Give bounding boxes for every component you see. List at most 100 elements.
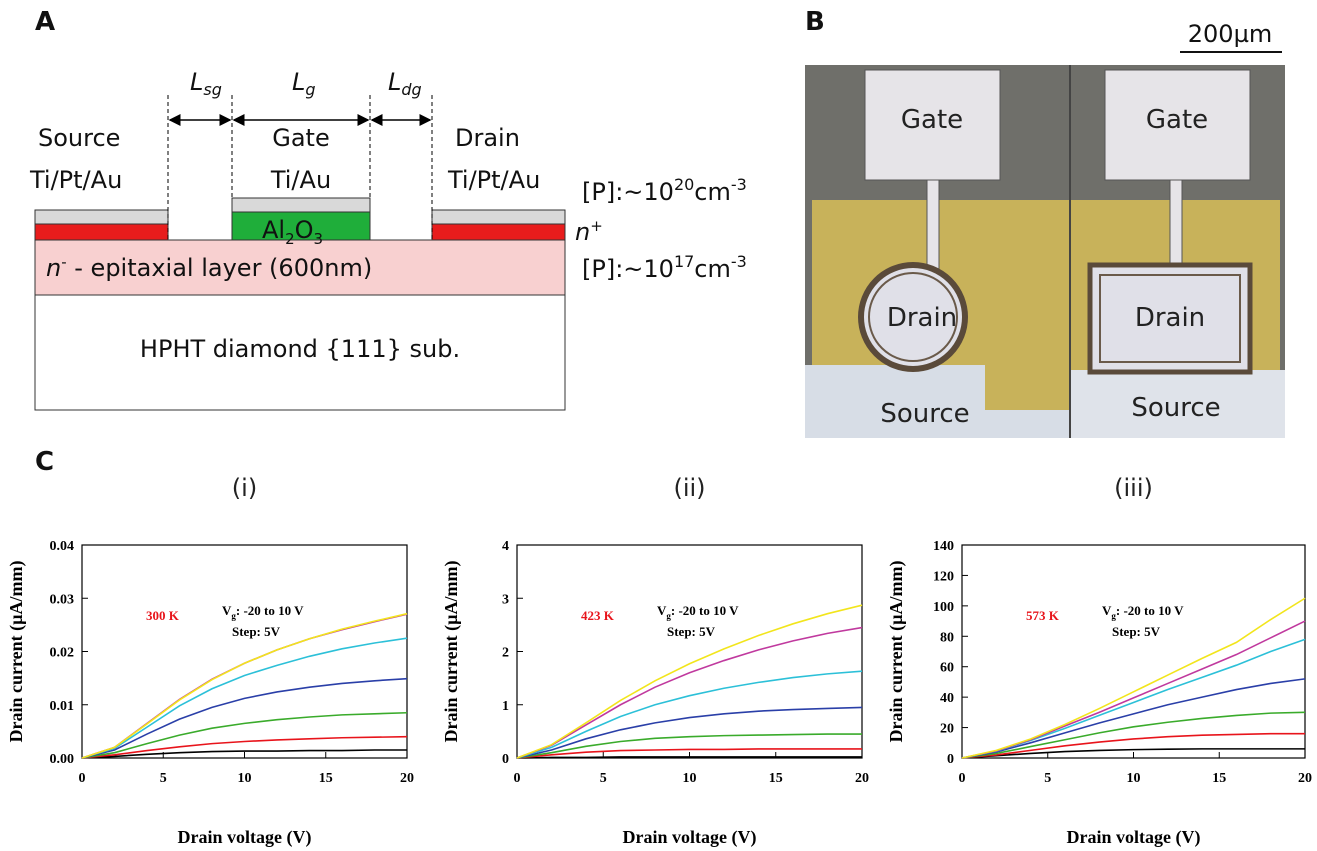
gate-range-part: V: [657, 603, 667, 618]
curve: [516, 748, 862, 759]
n-plus-label: n+: [575, 217, 603, 246]
x-tick-label: 5: [1044, 771, 1051, 786]
y-tick-label: 0: [502, 752, 509, 767]
y-tick-label: 80: [940, 630, 954, 645]
curve: [81, 677, 408, 759]
x-tick-label: 5: [600, 771, 607, 786]
curve: [81, 749, 407, 759]
length-label: Lg: [292, 68, 316, 99]
x-axis-label: Drain voltage (V): [1067, 827, 1201, 848]
x-tick-label: 5: [160, 771, 167, 786]
y-tick-label: 0.00: [50, 752, 75, 767]
y-tick-label: 140: [933, 539, 954, 554]
x-tick-label: 0: [959, 771, 966, 786]
y-tick-label: 60: [940, 661, 954, 676]
y-tick-label: 0.03: [50, 592, 75, 607]
y-tick-label: 0: [947, 752, 954, 767]
scale-bar-label: 200µm: [1188, 20, 1272, 48]
curve: [81, 637, 408, 759]
epi-layer: [34, 239, 566, 296]
y-tick-label: 3: [502, 592, 509, 607]
source-metal: Ti/Pt/Au: [29, 166, 122, 194]
step: Step: 5V: [667, 624, 716, 639]
x-tick-label: 10: [238, 771, 252, 786]
y-tick-label: 2: [502, 646, 509, 661]
chart-title: (ii): [673, 474, 705, 502]
y-tick-label: 40: [940, 691, 954, 706]
x-tick-label: 0: [514, 771, 521, 786]
curve: [516, 756, 862, 759]
y-tick-label: 0.02: [50, 646, 75, 661]
x-tick-label: 15: [1212, 771, 1226, 786]
plot-frame: [516, 544, 863, 759]
gate-metal: Ti/Au: [270, 166, 331, 194]
curve: [516, 733, 862, 759]
x-tick-label: 10: [1127, 771, 1141, 786]
y-tick-label: 20: [940, 722, 954, 737]
curve: [516, 604, 863, 759]
x-axis-label: Drain voltage (V): [178, 827, 312, 848]
n-plus: [34, 223, 169, 241]
y-tick-label: 0.04: [50, 539, 75, 554]
epi-label: n- - epitaxial layer (600nm): [46, 253, 372, 282]
curve: [81, 735, 408, 759]
curve: [516, 706, 863, 759]
dashes: [167, 95, 433, 240]
drain-label: Drain: [887, 303, 957, 333]
x-tick-label: 20: [855, 771, 869, 786]
source-label: Source: [38, 124, 120, 152]
gate-range: Vg: -20 to 10 V: [222, 603, 304, 621]
length-label: Lsg: [190, 68, 222, 99]
substrate: [34, 294, 566, 411]
y-axis-label: Drain current (µA/mm): [886, 560, 907, 742]
gate-range-part: : -20 to 10 V: [1116, 603, 1184, 618]
drain-label: Drain: [455, 124, 520, 152]
gate-range-part: V: [1102, 603, 1112, 618]
drain-label: Drain: [1135, 303, 1205, 333]
gate-label: Gate: [272, 124, 329, 152]
gate-range-part: g: [666, 611, 671, 621]
x-tick-label: 15: [769, 771, 783, 786]
temperature: 423 K: [581, 608, 615, 623]
curve: [81, 711, 408, 759]
gate-range-part: g: [1111, 611, 1116, 621]
temperature: 300 K: [146, 608, 180, 623]
x-tick-label: 0: [79, 771, 86, 786]
metal: [431, 209, 566, 225]
curve: [961, 678, 1306, 759]
substrate-label: HPHT diamond {111} sub.: [140, 335, 460, 363]
metal: [34, 209, 169, 225]
source-label: Source: [1131, 393, 1220, 423]
gate-range-part: : -20 to 10 V: [236, 603, 304, 618]
y-tick-label: 4: [502, 539, 509, 554]
panel-label: A: [35, 7, 55, 37]
doping-label: [P]:~1020cm-3: [582, 175, 747, 206]
step: Step: 5V: [232, 624, 281, 639]
doping-label: [P]:~1017cm-3: [582, 252, 747, 283]
length-label: Ldg: [388, 68, 422, 99]
plot-frame: [81, 544, 408, 759]
curve: [81, 612, 408, 759]
y-axis-label: Drain current (µA/mm): [6, 560, 27, 742]
gate-range: Vg: -20 to 10 V: [1102, 603, 1184, 621]
y-tick-label: 120: [933, 569, 954, 584]
drain-metal: Ti/Pt/Au: [447, 166, 540, 194]
oxide-label: Al2O3: [262, 216, 323, 248]
micrograph: [805, 65, 1285, 438]
panel-label: C: [35, 447, 54, 477]
x-tick-label: 20: [1298, 771, 1312, 786]
gate-metal: [231, 197, 371, 213]
x-tick-label: 20: [400, 771, 414, 786]
panel-label: B: [805, 7, 825, 37]
y-tick-label: 0.01: [50, 699, 75, 714]
gate-label: Gate: [901, 105, 963, 135]
gate-range-part: : -20 to 10 V: [671, 603, 739, 618]
gate-label: Gate: [1146, 105, 1208, 135]
chart-title: (i): [232, 474, 257, 502]
y-tick-label: 1: [502, 699, 509, 714]
x-tick-label: 15: [319, 771, 333, 786]
y-axis-label: Drain current (µA/mm): [441, 560, 462, 742]
x-axis-label: Drain voltage (V): [623, 827, 757, 848]
source-label: Source: [880, 399, 969, 429]
